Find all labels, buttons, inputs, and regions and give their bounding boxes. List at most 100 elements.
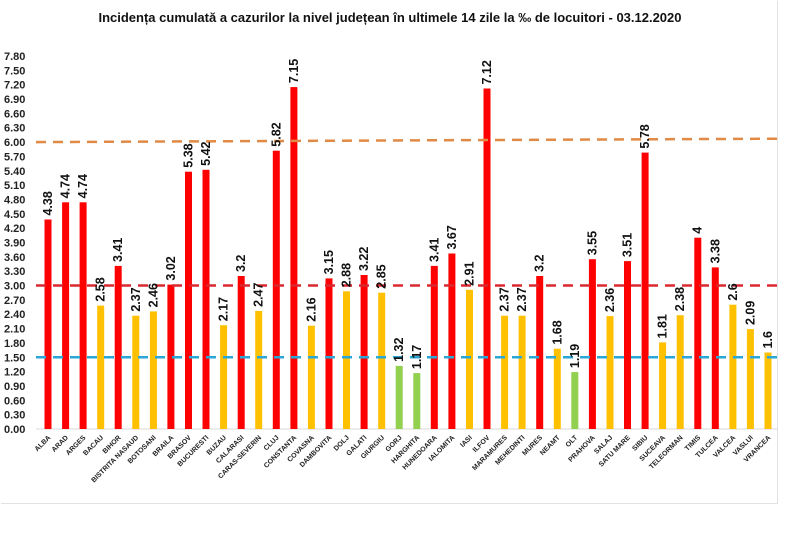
bar-maramures: [501, 315, 509, 429]
y-tick-label: 1.80: [4, 338, 25, 350]
data-label: 3.2: [533, 255, 547, 272]
y-tick-label: 1.20: [4, 367, 25, 379]
bar-braila: [167, 284, 175, 429]
y-axis: 0.00 0.30 0.60 0.90 1.20 1.50 1.80 2.10 2.40 2.70…: [4, 51, 25, 436]
bar-brasov: [185, 171, 192, 429]
y-tick-label: 3.60: [4, 252, 25, 264]
data-label: 3.41: [111, 238, 125, 262]
y-tick-label: 6.60: [4, 108, 25, 120]
data-labels: 4.384.74 4.742.583.412.37 2.463.025.38 5.42…: [41, 59, 775, 369]
bar-gorj: [395, 365, 403, 429]
bar-tulcea: [711, 267, 719, 429]
y-tick-label: 2.70: [4, 295, 25, 307]
data-label: 4.74: [76, 174, 90, 198]
bar-neamt: [553, 348, 561, 429]
bar-olt: [571, 372, 579, 429]
y-tick-label: 5.10: [4, 180, 25, 192]
data-label: 2.37: [129, 287, 143, 311]
data-label: 2.37: [515, 287, 529, 311]
bar-ilfov: [483, 88, 491, 429]
bar-vaslui: [746, 329, 754, 429]
bar-hunedoara: [430, 265, 438, 429]
data-label: 3.41: [427, 238, 441, 262]
data-label: 3.55: [585, 231, 599, 255]
x-tick-label: ALBA: [34, 434, 53, 453]
data-label: 1.81: [656, 314, 670, 338]
data-label: 3.38: [708, 239, 722, 263]
y-tick-label: 0.00: [4, 424, 25, 436]
data-label: 4: [691, 227, 705, 234]
bar-suceava: [659, 342, 667, 429]
y-tick-label: 4.50: [4, 209, 25, 221]
data-label: 1.32: [392, 338, 406, 362]
data-label: 1.17: [410, 345, 424, 369]
data-label: 4.74: [59, 174, 73, 198]
bar-bistrita-nasaud: [132, 315, 140, 429]
bar-galati: [360, 275, 368, 429]
bar-buzau: [220, 325, 228, 429]
data-label: 1.19: [568, 344, 582, 368]
y-tick-label: 2.40: [4, 309, 25, 321]
data-label: 3.15: [322, 250, 336, 274]
y-tick-label: 5.70: [4, 151, 25, 163]
bar-dolj: [343, 291, 350, 429]
bar-arges: [79, 202, 87, 429]
bars: [44, 87, 772, 430]
bar-vrancea: [764, 352, 772, 429]
y-tick-label: 6.00: [4, 137, 25, 149]
bar-cluj: [272, 150, 280, 429]
x-tick-label: IASI: [459, 434, 474, 449]
data-label: 2.17: [217, 297, 231, 321]
bar-calarasi: [237, 276, 245, 429]
data-label: 2.36: [603, 288, 617, 312]
bar-satu-mare: [624, 261, 631, 429]
bar-covasna: [307, 325, 315, 429]
data-label: 2.6: [726, 283, 740, 300]
data-label: 7.15: [287, 59, 301, 83]
reference-line-threshold-6: [35, 137, 779, 144]
data-label: 3.2: [234, 255, 248, 272]
data-label: 2.47: [252, 283, 266, 307]
reference-lines: [35, 137, 779, 359]
data-label: 2.88: [340, 263, 354, 287]
data-label: 2.91: [462, 261, 476, 285]
bar-arad: [62, 202, 70, 429]
data-label: 5.82: [269, 122, 283, 146]
y-tick-label: 4.80: [4, 194, 25, 206]
y-tick-label: 3.90: [4, 238, 25, 250]
data-label: 1.6: [761, 331, 775, 348]
bar-mehedinti: [518, 315, 526, 429]
bar-harghita: [413, 373, 421, 429]
y-tick-label: 3.00: [4, 281, 25, 293]
data-label: 2.58: [94, 277, 108, 301]
bar-sibiu: [641, 152, 649, 429]
data-label: 5.78: [638, 124, 652, 148]
y-tick-label: 0.30: [4, 410, 25, 422]
data-label: 2.09: [743, 301, 757, 325]
bar-iasi: [466, 289, 473, 429]
x-tick-label: NEAMT: [539, 434, 562, 457]
data-label: 3.22: [357, 247, 371, 271]
bar-constanta: [290, 87, 298, 429]
data-label: 2.16: [304, 297, 318, 321]
data-label: 3.67: [445, 225, 459, 249]
bar-giurgiu: [378, 292, 386, 429]
x-tick-label: SATU MARE: [598, 434, 632, 468]
bar-bacau: [97, 305, 105, 429]
bar-bucuresti: [202, 169, 210, 430]
bar-teleorman: [676, 315, 684, 429]
bar-timis: [694, 237, 702, 429]
data-label: 3.02: [164, 256, 178, 280]
data-label: 2.38: [673, 287, 687, 311]
y-tick-label: 7.80: [4, 51, 25, 63]
bar-salaj: [606, 316, 614, 429]
x-tick-label: DAMBOVITA: [299, 434, 334, 469]
bar-alba: [44, 219, 52, 429]
bar-mures: [536, 276, 544, 429]
data-label: 2.85: [375, 264, 389, 288]
y-tick-label: 6.90: [4, 94, 25, 106]
bar-prahova: [588, 259, 596, 429]
bar-botosani: [149, 311, 157, 429]
chart-title: Incidența cumulată a cazurilor la nivel …: [98, 10, 682, 25]
